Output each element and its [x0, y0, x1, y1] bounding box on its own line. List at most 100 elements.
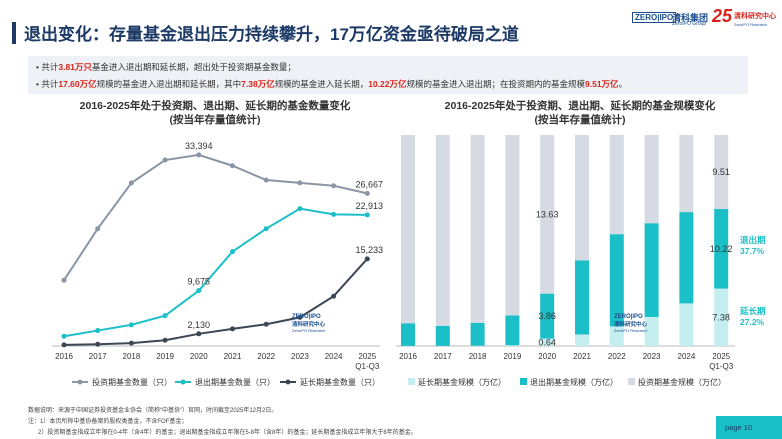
qingke-group-logo-subtext: ZeroIPO Group: [672, 21, 707, 27]
left-x-tick-label: 2017: [89, 352, 107, 361]
left-series-point-1: [263, 226, 269, 232]
right-data-label: 7.38: [712, 312, 730, 322]
bar-segment-investment: [401, 135, 415, 324]
left-series-line-0: [63, 153, 368, 281]
left-data-label: 2,130: [188, 320, 211, 330]
bar-segment-exit: [435, 325, 450, 346]
data-source-note: 数据说明：来源于中国证券投资基金业协会（简称“中基协”）官网，时间截至2025年…: [28, 408, 278, 414]
annotation-exit-label: 退出期: [740, 235, 766, 245]
left-data-label: 33,394: [185, 141, 213, 151]
left-series-point-2: [364, 256, 370, 262]
right-chart-subtitle: (按当年存量值统计): [534, 114, 626, 126]
left-legend-invest-text: 投资期基金数量（只）: [92, 377, 172, 387]
bar-segment-exit: [644, 223, 659, 317]
right-x-tick-label: 2021: [573, 352, 591, 361]
bar-segment-investment: [435, 135, 450, 326]
bar-segment-exit: [401, 323, 415, 346]
left-legend-invest-marker: [77, 379, 83, 385]
right-x-tick-label: 2018: [469, 352, 487, 361]
research-center-logo-subtext: ZeroIPO Research: [734, 22, 768, 27]
annotation-exit-share: 37.7%: [740, 246, 765, 256]
bar-segment-extension: [609, 326, 624, 346]
left-series-point-1: [331, 211, 337, 217]
annotation-extension-label: 延长期: [739, 306, 766, 316]
left-x-tick-label: 2016: [55, 352, 73, 361]
bar-segment-extension: [505, 345, 520, 346]
bar-segment-investment: [575, 135, 589, 261]
left-series-point-1: [61, 333, 67, 339]
slide-title: 退出变化：存量基金退出压力持续攀升，17万亿资金亟待破局之道: [24, 25, 519, 44]
bar-segment-extension: [644, 316, 659, 346]
zeroipo-logo: ZERO|IPO: [632, 12, 677, 23]
bar-segment-investment: [540, 135, 555, 294]
left-series-point-0: [95, 226, 101, 232]
bar-segment-extension: [679, 303, 694, 346]
right-x-tick-label: 2023: [643, 352, 661, 361]
bar-segment-exit: [609, 234, 624, 327]
right-legend-extension-swatch: [408, 378, 415, 385]
key-finding-2: • 共计17.60万亿规模的基金进入退出期和延长期，其中7.38万亿规模的基金进…: [36, 79, 628, 89]
left-series-point-0: [230, 163, 235, 169]
bar-segment-exit: [540, 293, 555, 339]
left-x-tick-label: 2022: [257, 352, 275, 361]
bar-segment-exit: [470, 322, 485, 346]
left-series-line-2: [63, 258, 369, 346]
bar-segment-exit: [575, 260, 589, 335]
key-finding-1: • 共计3.81万只基金进入退出期和延长期，超出处于投资期基金数量；: [36, 62, 296, 72]
bar-segment-investment: [644, 135, 659, 224]
watermark-center-1: 清科研究中心: [614, 320, 648, 328]
left-series-point-0: [297, 180, 303, 186]
footnote-1: 注：1）本页所称中基协备案的股权类基金，不含FOF基金；: [28, 419, 188, 425]
right-x-tick-label: 2019: [504, 352, 522, 361]
left-x-tick-label: 2023: [291, 352, 309, 361]
left-data-label: 9,675: [188, 277, 211, 287]
left-series-point-2: [95, 341, 101, 347]
left-chart-title: 2016-2025年处于投资期、退出期、延长期的基金数量变化: [79, 100, 351, 112]
left-series-point-0: [162, 157, 168, 163]
left-series-point-1: [128, 322, 134, 328]
left-legend-extend-marker: [285, 379, 291, 385]
bar-segment-exit: [505, 315, 520, 346]
left-data-label: 15,233: [356, 245, 384, 255]
left-x-tick-label: 2024: [325, 352, 343, 361]
page-number-box: [716, 416, 782, 439]
bar-segment-extension: [540, 338, 555, 346]
right-x-tick-label: 2017: [434, 352, 452, 361]
research-center-logo-text: 清科研究中心: [734, 13, 776, 20]
left-series-point-1: [364, 212, 370, 218]
bar-segment-exit: [714, 209, 729, 289]
left-series-point-0: [128, 180, 134, 186]
key-findings-box: • 共计3.81万只基金进入退出期和延长期，超出处于投资期基金数量； • 共计1…: [28, 56, 748, 94]
right-chart-title: 2016-2025年处于投资期、退出期、延长期的基金规模变化: [444, 100, 716, 112]
bar-segment-exit: [679, 212, 694, 304]
right-legend-exit-swatch: [520, 378, 527, 385]
bar-segment-investment: [609, 135, 624, 235]
left-series-point-2: [128, 340, 134, 346]
page-number: page 10: [725, 423, 753, 432]
left-series-point-2: [263, 321, 269, 327]
right-x-tick-label: 2024: [678, 352, 696, 361]
right-x-tick-label: 2025 Q1-Q3: [709, 352, 734, 371]
left-x-tick-label: 2021: [224, 352, 242, 361]
left-x-tick-label: 2019: [156, 352, 174, 361]
left-series-point-0: [263, 177, 269, 183]
right-data-label: 13.63: [536, 209, 559, 219]
left-legend-exit-marker: [180, 379, 186, 385]
left-x-tick-label: 2018: [123, 352, 141, 361]
left-legend-extend-text: 延长期基金数量（只）: [300, 377, 380, 387]
right-legend-investment-text: 投资期基金规模（万亿）: [638, 377, 726, 387]
bar-segment-investment: [679, 135, 694, 213]
watermark-center-0: 清科研究中心: [292, 320, 326, 328]
anniversary-25-logo: 25: [712, 6, 733, 26]
left-data-label: 26,667: [356, 179, 384, 189]
qingke-group-logo-text: 清科集团: [672, 13, 709, 23]
right-x-tick-label: 2022: [608, 352, 626, 361]
bar-segment-investment: [470, 135, 485, 323]
right-data-label: 0.64: [538, 337, 556, 347]
left-data-label: 22,913: [356, 201, 384, 211]
left-series-point-1: [95, 328, 101, 334]
left-series-point-1: [230, 249, 235, 255]
right-legend-exit-text: 退出期基金规模（万亿）: [530, 377, 618, 387]
left-chart-subtitle: (按当年存量值统计): [169, 114, 261, 126]
